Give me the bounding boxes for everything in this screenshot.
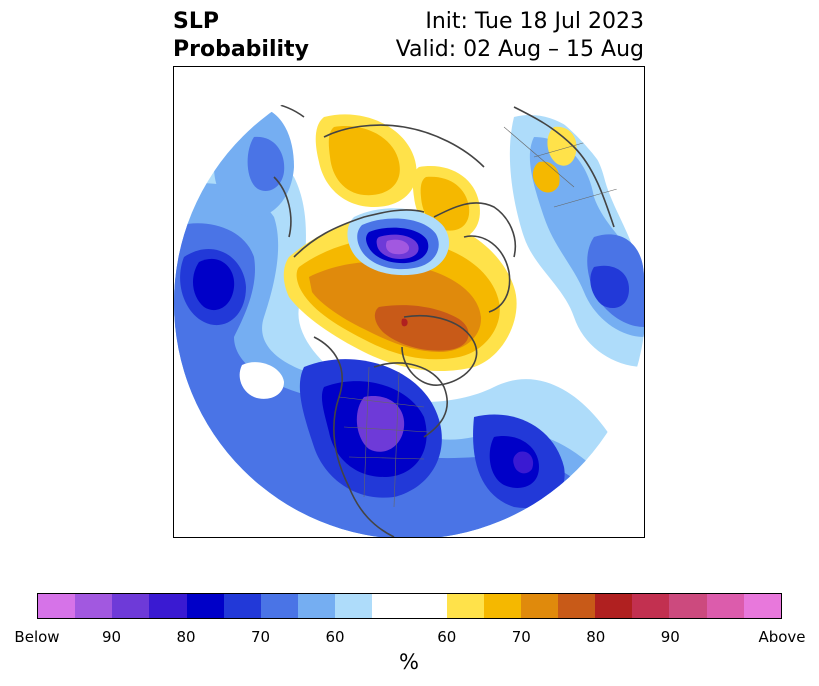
colorbar-above-swatch-6 (669, 594, 707, 618)
colorbar-below-swatch-5 (223, 594, 261, 618)
colorbar-below-swatch-0 (38, 594, 76, 618)
colorbar-above-swatch-5 (632, 594, 670, 618)
colorbar-below-swatch-1 (75, 594, 113, 618)
colorbar-tick-label: 80 (176, 628, 196, 646)
colorbar-below-swatch-2 (112, 594, 150, 618)
colorbar-above-swatch-7 (706, 594, 744, 618)
colorbar-neutral-swatch (372, 594, 447, 618)
colorbar (37, 593, 782, 619)
title-product: Probability (173, 37, 309, 62)
map-subtitle: Init: Tue 18 Jul 2023 Valid: 02 Aug – 15… (396, 8, 644, 64)
colorbar-tick-label: 70 (250, 628, 271, 646)
colorbar-above-swatch-4 (595, 594, 633, 618)
colorbar-above-swatch-8 (743, 594, 781, 618)
colorbar-below-swatch-6 (260, 594, 298, 618)
map-title: SLP Probability (173, 8, 309, 64)
colorbar-above-swatch-2 (520, 594, 558, 618)
colorbar-tick-label: 80 (586, 628, 606, 646)
colorbar-above-swatch-1 (483, 594, 521, 618)
colorbar-tick-label: 90 (660, 628, 680, 646)
colorbar-above-swatch-3 (557, 594, 596, 618)
colorbar-tick-label: 70 (511, 628, 531, 646)
colorbar-tick-label: 90 (101, 628, 122, 646)
probability-field (174, 67, 644, 537)
title-variable: SLP (173, 9, 219, 34)
colorbar-below-swatch-3 (149, 594, 187, 618)
colorbar-below-swatch-8 (335, 594, 373, 618)
colorbar-above-swatch-0 (446, 594, 484, 618)
colorbar-below-swatch-7 (297, 594, 336, 618)
colorbar-tick-label: Below (14, 628, 60, 646)
colorbar-tick-label: 60 (437, 628, 457, 646)
colorbar-tick-label: Above (758, 628, 806, 646)
valid-range: Valid: 02 Aug – 15 Aug (395, 37, 644, 62)
colorbar-tick-label: 60 (325, 628, 345, 646)
colorbar-unit: % (399, 650, 419, 674)
colorbar-below-swatch-4 (186, 594, 224, 618)
init-date: Init: Tue 18 Jul 2023 (425, 9, 644, 34)
polar-map (173, 66, 645, 538)
